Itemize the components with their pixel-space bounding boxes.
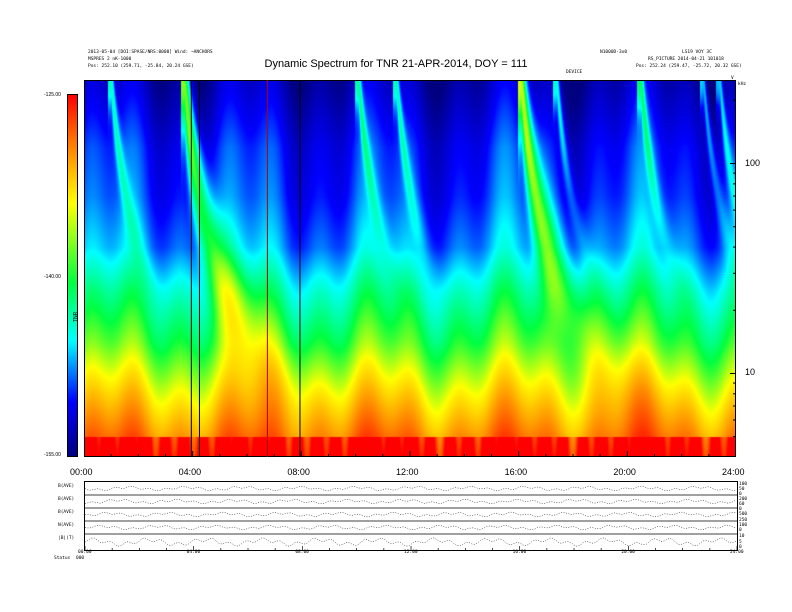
header-right-line2: N1000D-3x0 (600, 50, 628, 55)
panel-right-tick: 250 (739, 518, 748, 523)
panel-traces (85, 485, 737, 550)
x-tick-label: 24:00 (722, 467, 745, 477)
spectrum-plot (84, 80, 736, 457)
header-right-line3: RS_PICTURE 2014-04-21 101018 (648, 57, 724, 62)
panel-time-tick: 04:00 (186, 550, 201, 555)
panel-trace-1 (85, 498, 737, 505)
panel-right-tick: 5 (739, 540, 742, 545)
panel-time-tick: 12:00 (404, 550, 418, 555)
x-tick-label: 12:00 (396, 467, 419, 477)
panel-right-tick: 10 (739, 534, 745, 539)
y-tick-label: 100 (745, 157, 761, 168)
x-tick-label: 16:00 (504, 467, 528, 477)
panel-trace-3 (85, 524, 737, 531)
panel-right-tick: 200 (739, 497, 748, 502)
panel-label: B(AVE) (58, 497, 75, 502)
panel-right-tick: 100 (739, 523, 748, 528)
spectrum-overlay (84, 80, 736, 457)
colorbar (67, 94, 78, 457)
header-right-line4: Pos: 252.24 (259.47, -25.72, 20.32 GSE) (636, 64, 742, 69)
x-tick-label: 00:00 (70, 467, 93, 477)
header-right-line1: LS19 VOY 3C (682, 50, 712, 55)
panel-right-tick: 500 (739, 512, 748, 517)
panel-label: N(AVE) (58, 523, 75, 528)
corner-units: kHz (738, 82, 747, 87)
colorbar-tick-top: -125.00 (44, 92, 61, 98)
panel-time-tick: 16:00 (512, 550, 527, 555)
panel-trace-4 (85, 537, 737, 547)
panel-time-tick: 24:00 (730, 550, 744, 555)
panel-time-tick: 20:00 (621, 550, 635, 555)
header-left-line3: Pos: 252.10 (259.71, -25.84, 20.24 GSE) (88, 64, 194, 69)
panel-label: |B|(T) (58, 536, 75, 541)
status-label: Status (54, 556, 71, 561)
panel-trace-2 (85, 511, 737, 518)
x-tick-label: 04:00 (178, 467, 202, 477)
colorbar-tick-bottom: -155.00 (44, 452, 61, 458)
header-middle-note: DEVICE (566, 70, 583, 75)
y-tick-label: 10 (745, 367, 756, 378)
x-tick-label: 08:00 (287, 467, 310, 477)
colorbar-label: TNR (73, 311, 79, 322)
panel-right-tick: 0 (739, 492, 742, 497)
panel-time-tick: 00:00 (78, 550, 92, 555)
panel-label: B(AVE) (58, 510, 75, 515)
data-panels (84, 481, 738, 551)
header-left-line1: 2013-05-04 [DOI:SPASE/NRS:0000] Wind: ~A… (88, 50, 213, 55)
colorbar-tick-mid: -140.00 (44, 274, 61, 280)
panel-right-tick: 0 (739, 507, 742, 512)
panel-right-tick: 0 (739, 528, 742, 533)
chart-title: Dynamic Spectrum for TNR 21-APR-2014, DO… (264, 58, 528, 70)
spectrum-heatmap (84, 80, 736, 457)
panel-right-tick: 0 (739, 545, 742, 550)
panel-right-tick: 50 (739, 487, 745, 492)
x-tick-label: 20:00 (613, 467, 636, 477)
plot-frame (84, 80, 736, 457)
panel-time-tick: 08:00 (295, 550, 309, 555)
panel-trace-0 (85, 485, 737, 492)
panel-right-tick: 100 (739, 482, 748, 487)
panel-label: B(AVE) (58, 484, 75, 489)
panel-right-tick: 60 (739, 502, 745, 507)
status-value: 000 (76, 556, 85, 561)
header-left-line2: MSPRES 2 nK-1000 (88, 57, 132, 62)
corner-mark: V (731, 76, 734, 81)
